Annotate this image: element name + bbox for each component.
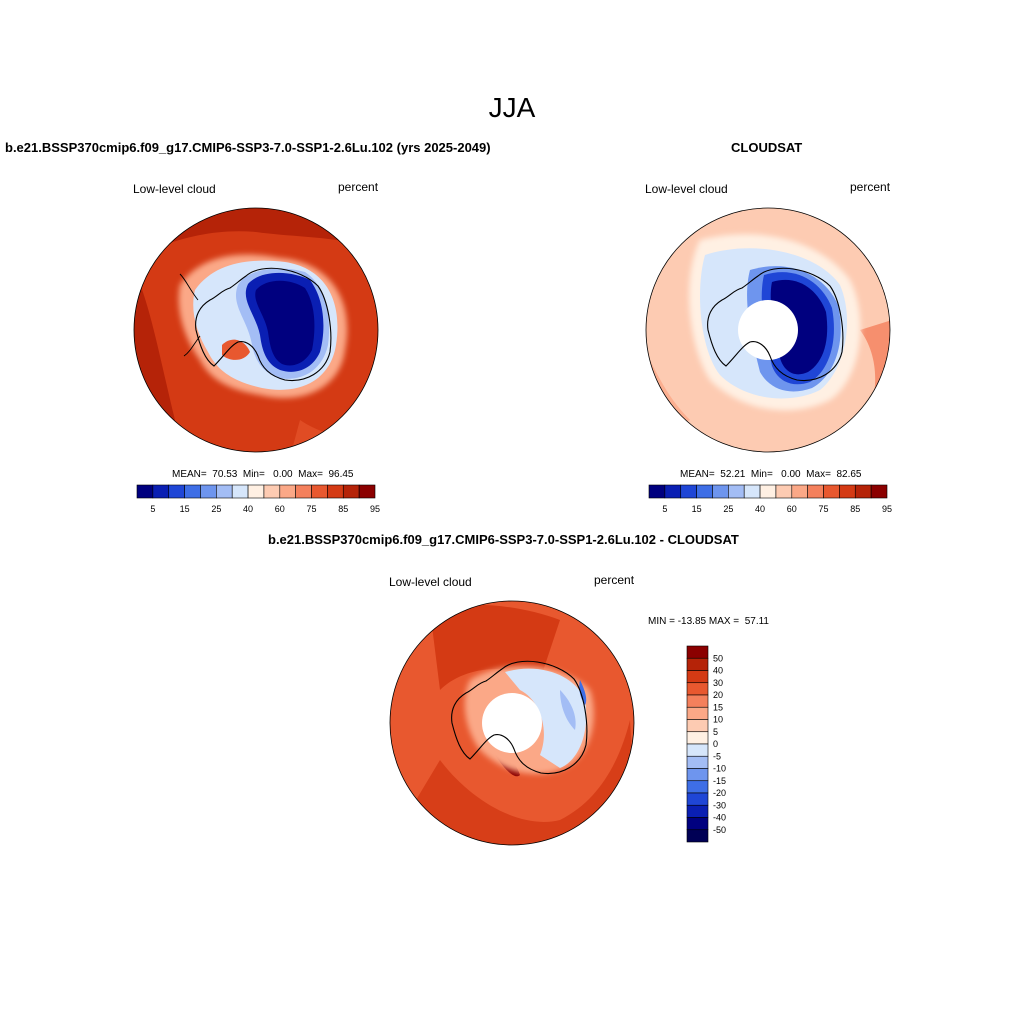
obs-units-label: percent [850,180,891,194]
obs-colorbar-tick-label: 25 [723,504,733,514]
model-colorbar: 5 15 25 40 60 75 85 95 [136,484,380,514]
diff-colorbar-tick-label: 20 [713,690,723,700]
model-colorbar-swatch [136,484,154,499]
diff-colorbar-swatch [686,645,709,659]
obs-colorbar-swatch [648,484,666,499]
obs-colorbar-swatch [823,484,840,499]
model-colorbar-swatch [152,484,170,499]
diff-colorbar-swatch [686,804,709,818]
diff-units-label: percent [594,573,635,587]
diff-colorbar-swatch [686,670,709,684]
diff-colorbar-swatch [686,829,709,843]
diff-colorbar-tick-label: -40 [713,813,726,823]
diff-colorbar-tick-label: 50 [713,653,723,663]
obs-variable-label: Low-level cloud [645,182,728,196]
obs-panel-header: CLOUDSAT [731,140,803,155]
obs-colorbar-swatch [791,484,808,499]
model-units-label: percent [338,180,379,194]
obs-colorbar-tick-label: 5 [662,504,667,514]
model-colorbar-swatch [200,484,217,499]
diff-colorbar-swatch [686,755,709,769]
obs-colorbar-swatch [696,484,713,499]
diff-colorbar-swatch [686,792,709,806]
diff-colorbar-tick-label: -50 [713,825,726,835]
model-colorbar-swatch [216,484,233,499]
diff-colorbar-tick-label: 30 [713,678,723,688]
obs-colorbar-swatch [870,484,888,499]
model-colorbar-tick-label: 40 [243,504,253,514]
model-map [133,207,379,453]
diff-colorbar-tick-label: 5 [713,727,718,737]
diff-colorbar-swatch [686,768,709,782]
diff-colorbar-swatch [686,780,709,794]
obs-colorbar-swatch [775,484,793,499]
model-colorbar-swatch [279,484,296,499]
model-colorbar-swatch [295,484,312,499]
diff-colorbar-tick-label: -20 [713,788,726,798]
diff-map [389,600,635,846]
obs-colorbar-swatch [712,484,729,499]
obs-colorbar-tick-label: 95 [882,504,892,514]
diff-colorbar-tick-label: -15 [713,776,726,786]
model-colorbar-swatch [358,484,376,499]
diff-variable-label: Low-level cloud [389,575,472,589]
diff-panel-header: b.e21.BSSP370cmip6.f09_g17.CMIP6-SSP3-7.… [268,532,739,547]
diff-stats: MIN = -13.85 MAX = 57.11 [648,616,769,627]
diff-colorbar-tick-label: -30 [713,800,726,810]
figure-title: JJA [488,92,536,123]
model-stats: MEAN= 70.53 Min= 0.00 Max= 96.45 [172,469,354,480]
diff-colorbar-tick-label: 0 [713,739,718,749]
obs-colorbar-tick-label: 60 [787,504,797,514]
diff-colorbar-tick-label: -10 [713,764,726,774]
obs-map [645,207,891,453]
model-colorbar-swatch [168,484,185,499]
diff-colorbar-swatch [686,731,709,745]
obs-colorbar-swatch [664,484,682,499]
model-colorbar-swatch [247,484,265,499]
obs-stats: MEAN= 52.21 Min= 0.00 Max= 82.65 [680,469,862,480]
obs-colorbar-swatch [743,484,761,499]
obs-colorbar-swatch [728,484,745,499]
model-colorbar-swatch [327,484,344,499]
obs-colorbar-tick-label: 15 [692,504,702,514]
model-colorbar-tick-label: 75 [307,504,317,514]
obs-colorbar-swatch [839,484,856,499]
diff-colorbar-swatch [686,706,709,720]
model-colorbar-tick-label: 5 [150,504,155,514]
diff-colorbar-swatch [686,682,709,696]
model-panel-header: b.e21.BSSP370cmip6.f09_g17.CMIP6-SSP3-7.… [5,140,491,155]
model-colorbar-tick-label: 25 [211,504,221,514]
obs-colorbar: 5 15 25 40 60 75 85 95 [648,484,892,514]
obs-colorbar-swatch [807,484,824,499]
obs-colorbar-tick-label: 75 [819,504,829,514]
model-colorbar-swatch [184,484,201,499]
model-variable-label: Low-level cloud [133,182,216,196]
obs-colorbar-swatch [680,484,697,499]
diff-colorbar-tick-label: 40 [713,666,723,676]
diff-colorbar-swatch [686,657,709,671]
model-colorbar-swatch [342,484,360,499]
diff-colorbar-swatch [686,719,709,733]
diff-colorbar-tick-label: 10 [713,715,723,725]
diff-colorbar-tick-label: 15 [713,702,723,712]
obs-colorbar-swatch [759,484,777,499]
diff-colorbar-swatch [686,694,709,708]
obs-colorbar-tick-label: 85 [850,504,860,514]
model-colorbar-tick-label: 85 [338,504,348,514]
model-colorbar-swatch [231,484,249,499]
model-colorbar-swatch [311,484,328,499]
model-colorbar-swatch [263,484,281,499]
model-colorbar-tick-label: 15 [180,504,190,514]
diff-colorbar-tick-label: -5 [713,751,721,761]
diff-colorbar-swatch [686,817,709,831]
model-colorbar-tick-label: 95 [370,504,380,514]
obs-colorbar-swatch [854,484,872,499]
model-colorbar-tick-label: 60 [275,504,285,514]
diff-colorbar-swatch [686,743,709,757]
obs-colorbar-tick-label: 40 [755,504,765,514]
